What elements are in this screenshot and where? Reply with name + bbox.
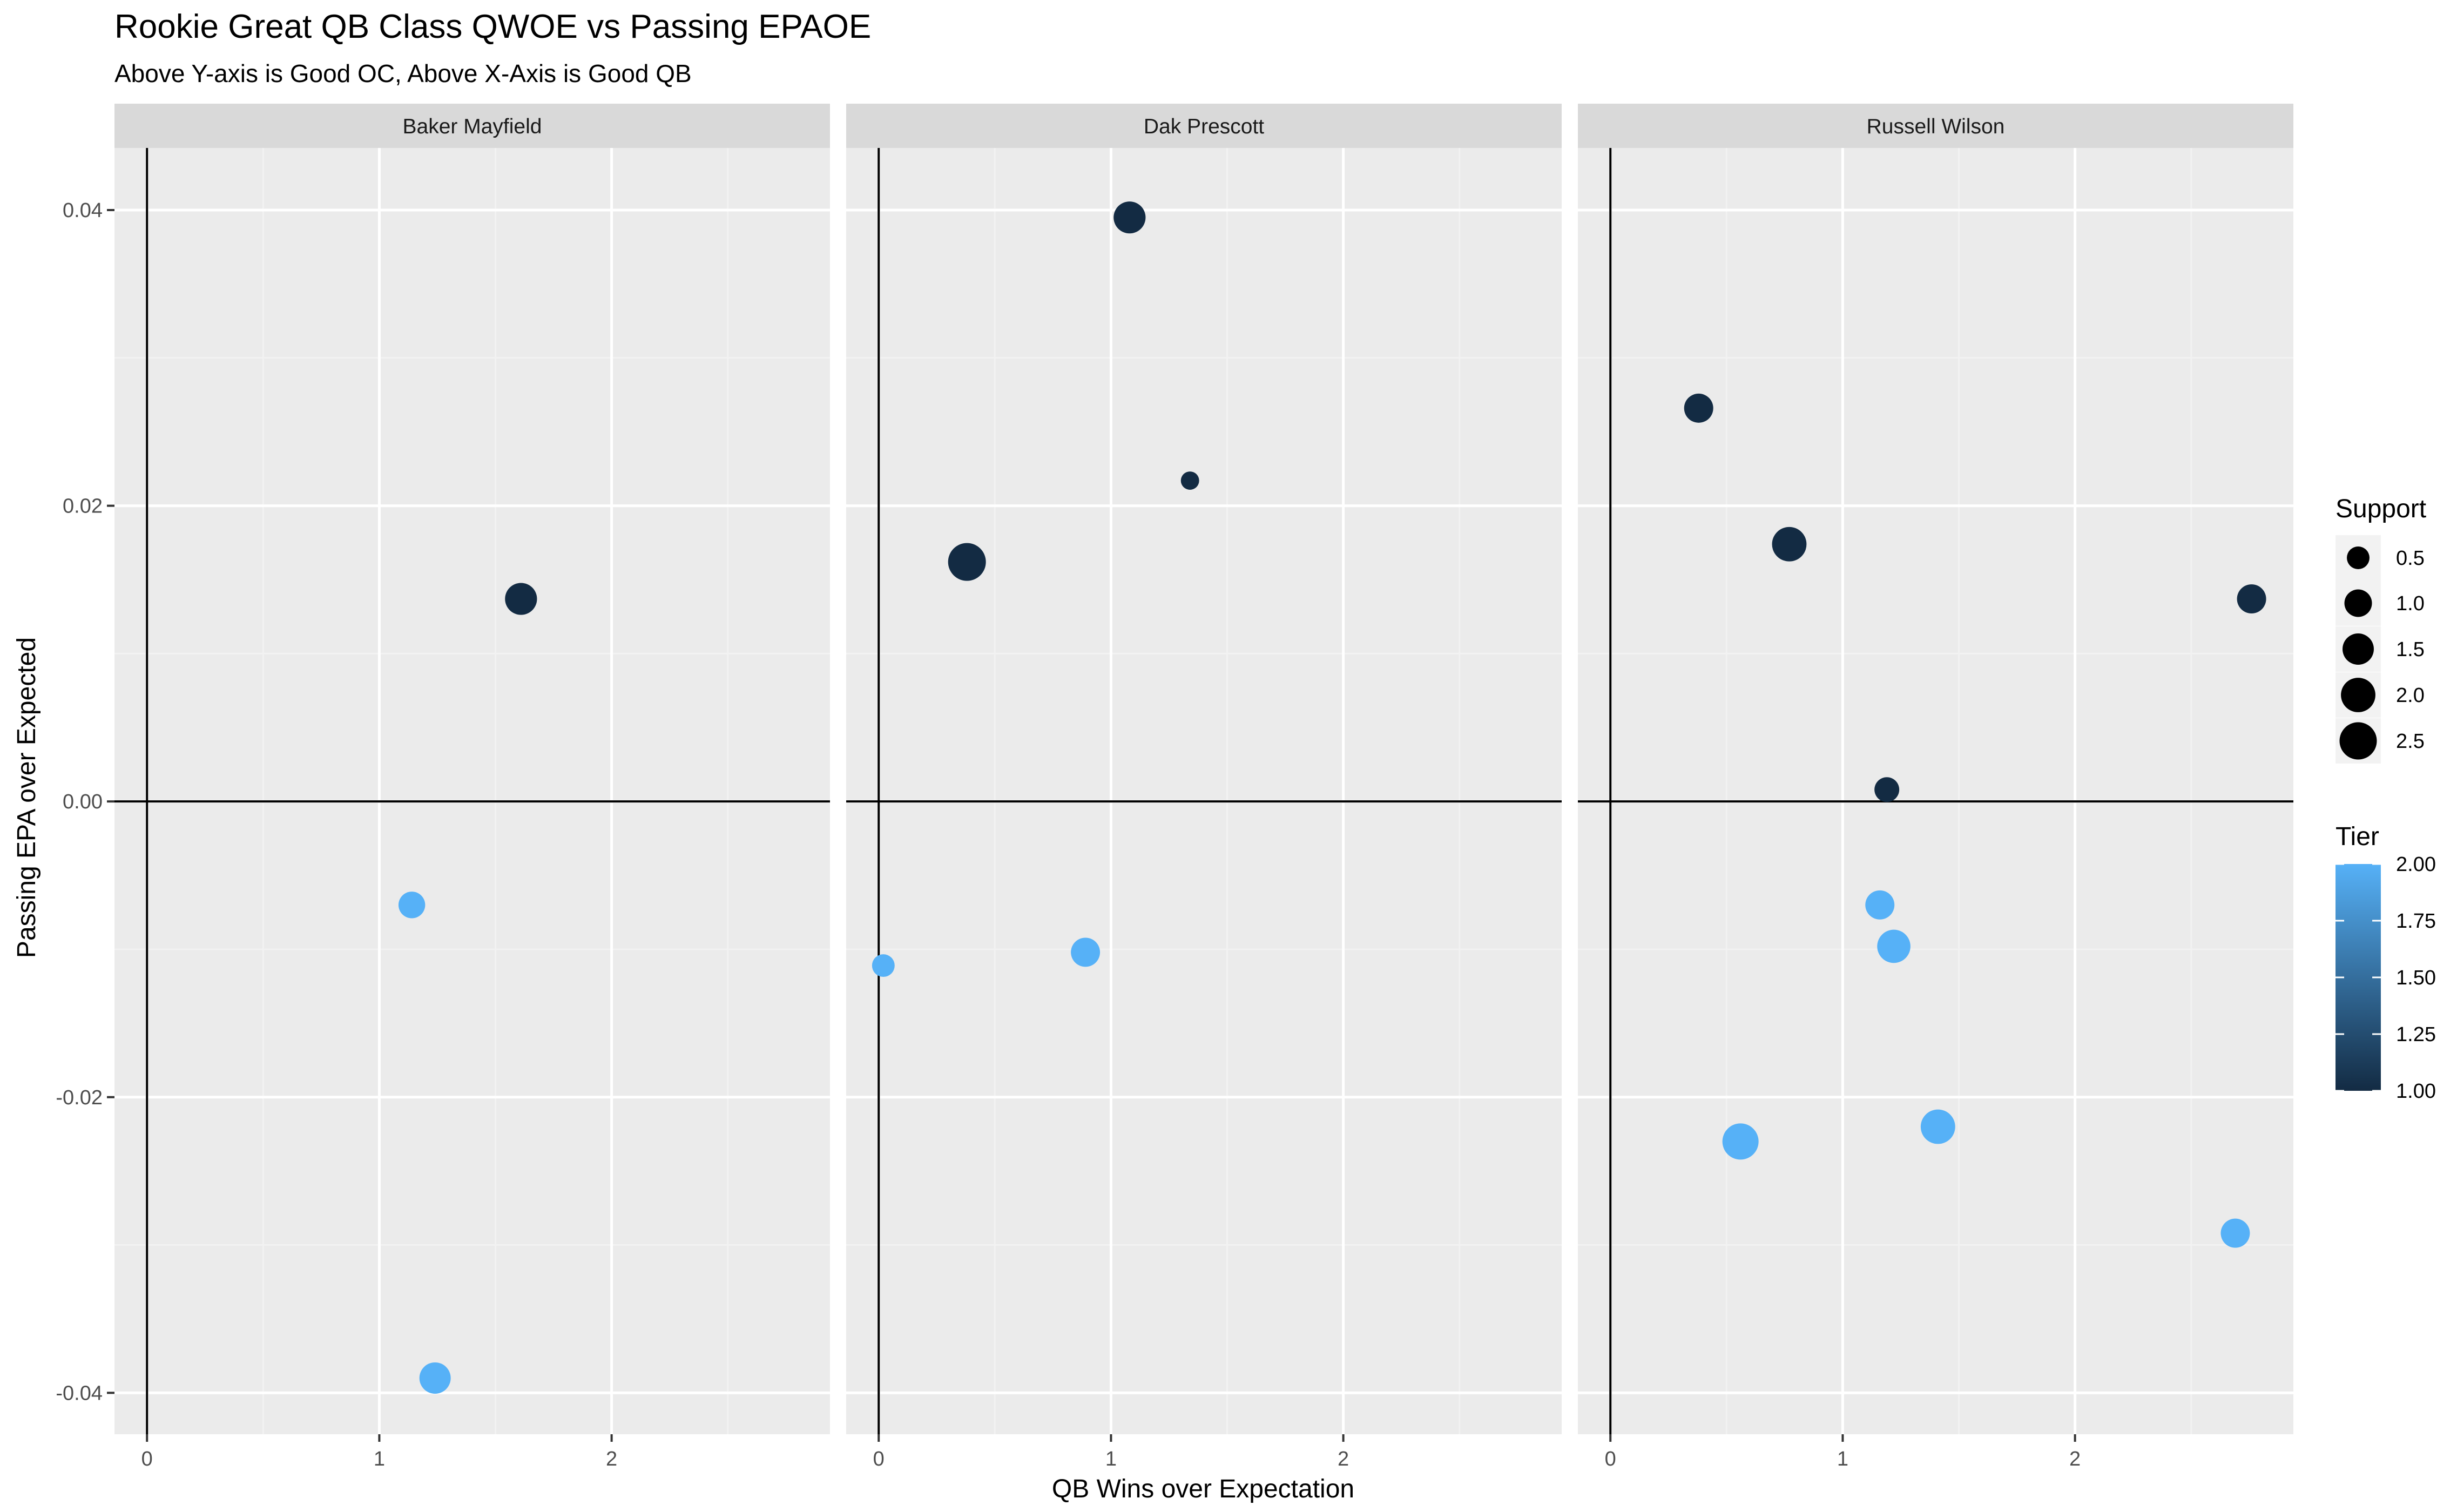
legend-size-label: 2.0 (2396, 684, 2425, 707)
data-point (1180, 471, 1199, 490)
y-tick-label: -0.04 (56, 1382, 103, 1405)
legend-size-label: 0.5 (2396, 547, 2425, 570)
facet-panel: Baker Mayfield (114, 104, 830, 1434)
y-tick-label: 0.00 (63, 791, 103, 813)
legend-color-label: 1.75 (2396, 910, 2436, 933)
facet-strip (846, 104, 1562, 148)
legend-color-label: 1.50 (2396, 967, 2436, 989)
legend-size-point (2344, 589, 2372, 617)
data-point (872, 954, 895, 977)
data-point (1071, 937, 1101, 967)
facet-panel: Dak Prescott (846, 104, 1562, 1434)
x-tick-label: 1 (1105, 1448, 1117, 1470)
facet-strip (1578, 104, 2293, 148)
legend-color-title: Tier (2336, 822, 2379, 851)
data-point (1877, 929, 1911, 963)
legend-color-bar: 1.00 1.25 1.50 1.75 2.00 (2336, 853, 2436, 1103)
data-point (1684, 393, 1713, 423)
legend-size-keys: 0.5 1.0 1.5 2.0 2.5 (2336, 535, 2425, 764)
data-point (1113, 201, 1146, 234)
x-tick-label: 2 (2069, 1448, 2081, 1470)
legend-color-label: 1.00 (2396, 1080, 2436, 1103)
panel-background (114, 148, 830, 1434)
x-tick-label: 0 (141, 1448, 153, 1470)
legend: Support 0.5 1.0 1.5 2.0 2.5 Tier 1.00 1.25 1.5… (2336, 495, 2436, 1103)
x-axis: 0 1 2 0 1 2 0 1 2 (141, 1434, 2081, 1470)
panel-background (1578, 148, 2293, 1434)
x-tick-label: 2 (606, 1448, 617, 1470)
panel-background (846, 148, 1562, 1434)
x-tick-label: 1 (1837, 1448, 1848, 1470)
legend-size-point (2341, 678, 2375, 712)
x-tick-label: 0 (1605, 1448, 1616, 1470)
legend-size-label: 1.5 (2396, 638, 2425, 661)
facet-strip-label: Russell Wilson (1867, 115, 2005, 138)
y-axis: -0.04 -0.02 0.00 0.02 0.04 (56, 199, 114, 1405)
legend-size-point (2339, 722, 2377, 760)
chart-title: Rookie Great QB Class QWOE vs Passing EP… (114, 8, 871, 45)
legend-size-title: Support (2336, 495, 2426, 523)
data-point (1865, 890, 1895, 920)
data-point (1874, 777, 1900, 802)
facet-strip-label: Dak Prescott (1144, 115, 1264, 138)
facet-panel: Russell Wilson (1578, 104, 2293, 1434)
legend-color-label: 2.00 (2396, 853, 2436, 876)
legend-size-point (2347, 546, 2370, 569)
legend-size-label: 1.0 (2396, 592, 2425, 615)
chart-subtitle: Above Y-axis is Good OC, Above X-Axis is… (114, 59, 692, 87)
legend-size-label: 2.5 (2396, 730, 2425, 753)
data-point (2220, 1218, 2250, 1248)
facet-strip-label: Baker Mayfield (403, 115, 542, 138)
y-axis-title: Passing EPA over Expected (12, 637, 41, 958)
y-tick-label: -0.02 (56, 1086, 103, 1109)
data-point (1772, 526, 1807, 562)
data-point (398, 892, 426, 919)
x-tick-label: 1 (374, 1448, 385, 1470)
facet-panels: Baker Mayfield Dak Prescott Russell Wilson (114, 104, 2293, 1434)
x-tick-label: 2 (1338, 1448, 1349, 1470)
data-point (2237, 584, 2266, 614)
y-tick-label: 0.02 (63, 495, 103, 518)
data-point (505, 583, 537, 615)
facet-strip (114, 104, 830, 148)
data-point (1722, 1123, 1759, 1160)
data-point (948, 543, 986, 581)
data-point (1920, 1109, 1955, 1144)
legend-size-point (2343, 633, 2374, 665)
data-point (419, 1362, 451, 1394)
x-tick-label: 0 (873, 1448, 885, 1470)
legend-color-label: 1.25 (2396, 1023, 2436, 1046)
x-axis-title: QB Wins over Expectation (1052, 1475, 1354, 1503)
y-tick-label: 0.04 (63, 199, 103, 222)
